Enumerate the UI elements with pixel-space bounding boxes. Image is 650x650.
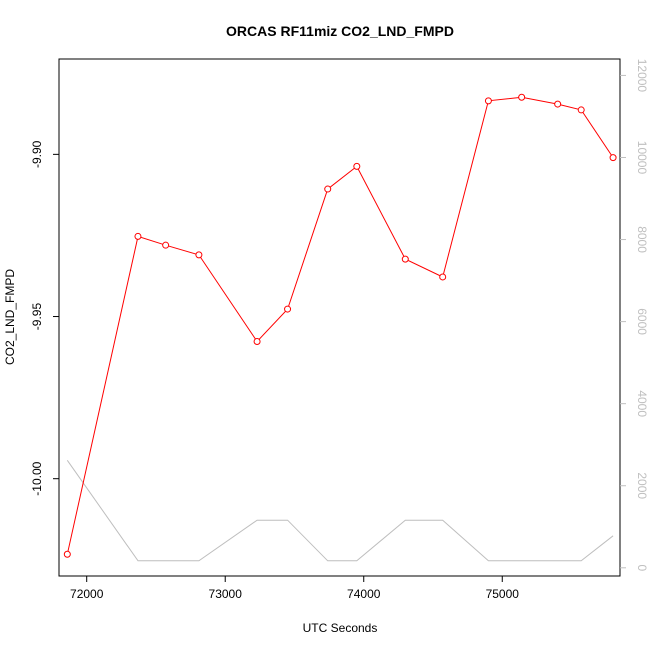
y2-tick-label: 10000: [635, 141, 649, 175]
x-tick-label: 75000: [486, 587, 520, 601]
primary-series-line: [66, 96, 614, 555]
y-axis-left: -10.00 -9.95 -9.90: [30, 140, 59, 496]
y-tick-label: -10.00: [30, 461, 44, 495]
series-layer: [63, 93, 617, 562]
y-tick-label: -9.95: [30, 303, 44, 331]
data-point: [577, 106, 585, 114]
y2-tick-label: 4000: [635, 390, 649, 417]
x-tick-label: 74000: [347, 587, 381, 601]
data-point: [284, 305, 292, 313]
data-point: [609, 154, 617, 162]
secondary-series-line: [66, 460, 614, 562]
data-point: [162, 241, 170, 249]
data-point: [518, 93, 526, 101]
x-tick-label: 72000: [70, 587, 104, 601]
y2-tick-label: 12000: [635, 59, 649, 93]
data-point: [353, 162, 361, 170]
data-point: [253, 338, 261, 346]
y2-tick-label: 0: [635, 564, 649, 571]
y-axis-label: CO2_LND_FMPD: [3, 269, 17, 365]
chart-title: ORCAS RF11miz CO2_LND_FMPD: [226, 23, 454, 39]
y2-tick-label: 2000: [635, 472, 649, 499]
y2-tick-label: 6000: [635, 308, 649, 335]
x-axis-label: UTC Seconds: [303, 621, 378, 635]
data-point: [63, 550, 71, 558]
x-axis: 72000 73000 74000 75000: [70, 576, 519, 601]
data-point: [195, 251, 203, 259]
data-point: [324, 185, 332, 193]
data-point: [484, 97, 492, 105]
data-point: [554, 100, 562, 108]
y-tick-label: -9.90: [30, 140, 44, 168]
data-point: [401, 255, 409, 263]
data-point: [439, 273, 447, 281]
plot-frame: [58, 58, 621, 577]
x-tick-label: 73000: [209, 587, 243, 601]
y-axis-right: 0 2000 4000 6000 8000 10000 12000: [620, 59, 649, 571]
data-point: [134, 232, 142, 240]
y2-tick-label: 8000: [635, 226, 649, 253]
